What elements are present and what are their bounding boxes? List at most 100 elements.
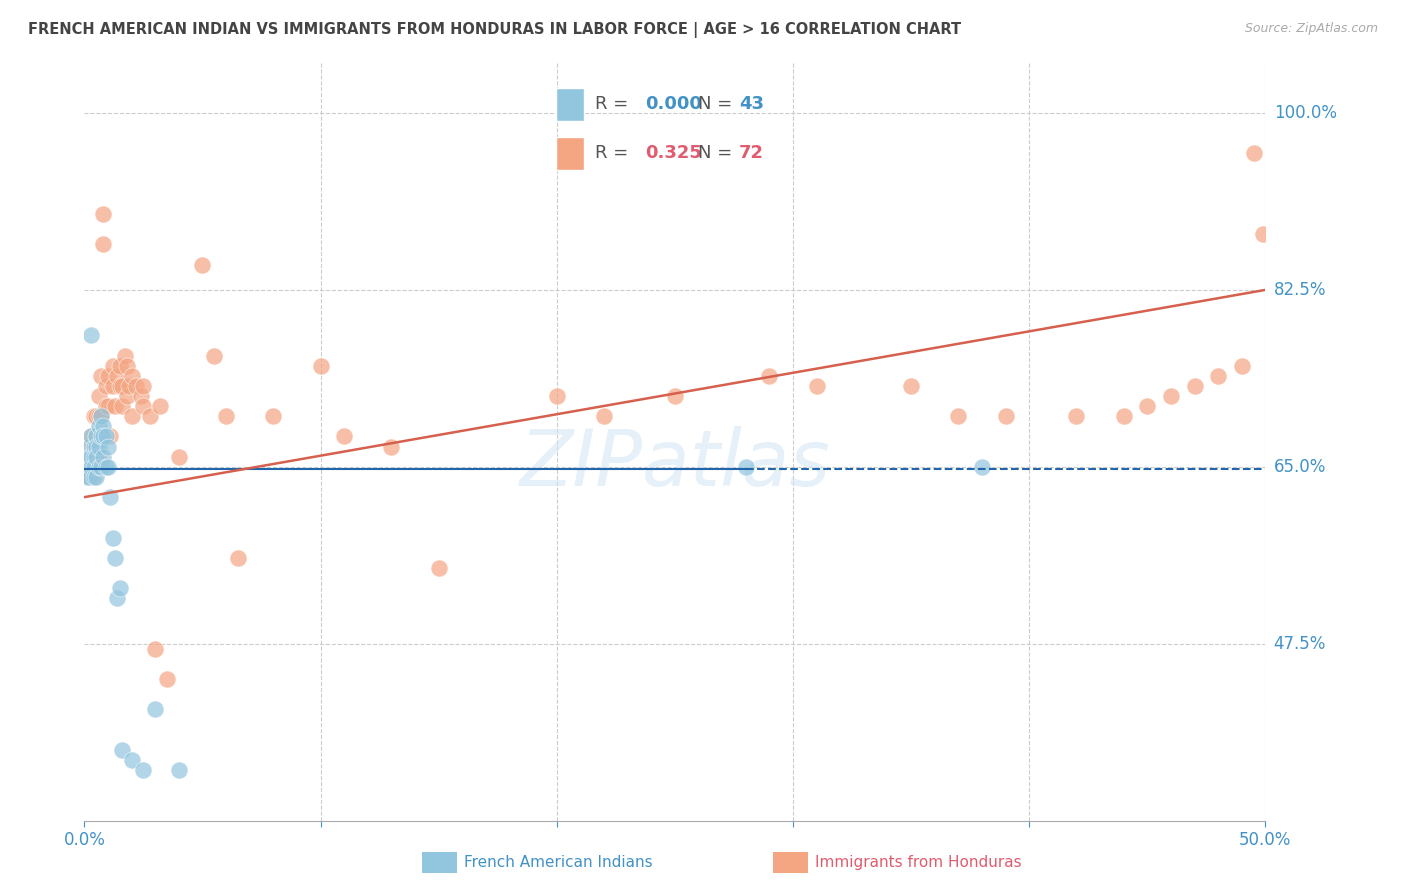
Point [87, 440, 110, 454]
Point [1160, 389, 1182, 403]
Point [121, 368, 143, 383]
Point [121, 753, 143, 767]
Point [94, 459, 117, 474]
Point [114, 349, 136, 363]
Point [101, 379, 124, 393]
Point [91, 429, 114, 443]
Point [90, 409, 112, 424]
Point [900, 379, 922, 393]
Point [167, 763, 190, 777]
Point [149, 399, 172, 413]
Bar [422, 852, 457, 873]
Point [309, 359, 332, 373]
Point [94, 399, 117, 413]
Point [84, 470, 107, 484]
Point [101, 531, 124, 545]
Point [115, 389, 138, 403]
Point [593, 409, 616, 424]
Point [76, 450, 98, 464]
Point [77, 470, 100, 484]
Text: 100.0%: 100.0% [1274, 104, 1337, 122]
Text: 65.0%: 65.0% [1274, 458, 1326, 475]
Point [125, 379, 148, 393]
Point [77, 470, 100, 484]
Point [90, 368, 112, 383]
Point [80, 450, 103, 464]
Point [87, 450, 110, 464]
Point [91, 207, 114, 221]
Point [380, 440, 402, 454]
Point [1243, 146, 1265, 161]
Point [104, 399, 127, 413]
Point [80, 459, 103, 474]
Point [84, 409, 107, 424]
Point [76, 459, 98, 474]
Point [132, 399, 155, 413]
Point [80, 429, 103, 443]
Point [84, 429, 107, 443]
Point [90, 459, 112, 474]
Point [111, 379, 134, 393]
Point [1251, 227, 1274, 242]
Point [94, 379, 117, 393]
Point [129, 389, 152, 403]
Point [84, 450, 107, 464]
Point [427, 561, 450, 575]
Point [87, 409, 110, 424]
Point [202, 349, 225, 363]
Point [76, 459, 98, 474]
Point [91, 237, 114, 252]
Point [948, 409, 970, 424]
Point [97, 459, 120, 474]
Point [87, 389, 110, 403]
Text: 47.5%: 47.5% [1274, 635, 1326, 653]
Point [84, 429, 107, 443]
Point [83, 470, 105, 484]
Point [1066, 409, 1088, 424]
Point [143, 641, 166, 656]
Point [107, 591, 129, 606]
Point [101, 359, 124, 373]
Point [139, 409, 162, 424]
Point [108, 359, 131, 373]
Point [87, 459, 110, 474]
Point [80, 470, 103, 484]
Point [970, 459, 993, 474]
Point [83, 409, 105, 424]
Point [108, 379, 131, 393]
Point [215, 409, 238, 424]
Point [132, 763, 155, 777]
Text: ZIPatlas: ZIPatlas [519, 426, 831, 502]
Point [80, 328, 103, 343]
Point [98, 429, 121, 443]
Point [83, 459, 105, 474]
Point [83, 440, 105, 454]
Point [262, 409, 284, 424]
Point [90, 409, 112, 424]
Point [121, 409, 143, 424]
Point [107, 368, 129, 383]
Text: Source: ZipAtlas.com: Source: ZipAtlas.com [1244, 22, 1378, 36]
Point [546, 389, 568, 403]
Point [98, 490, 121, 504]
Point [91, 419, 114, 434]
Point [226, 550, 249, 565]
Point [994, 409, 1017, 424]
Point [108, 581, 131, 595]
Point [191, 258, 214, 272]
Point [104, 550, 127, 565]
Point [91, 450, 114, 464]
Point [94, 429, 117, 443]
Point [111, 743, 134, 757]
Point [1230, 359, 1253, 373]
Point [115, 359, 138, 373]
Point [758, 368, 780, 383]
Point [77, 440, 100, 454]
Point [734, 459, 756, 474]
Text: French American Indians: French American Indians [464, 855, 652, 870]
Point [143, 702, 166, 716]
Text: FRENCH AMERICAN INDIAN VS IMMIGRANTS FROM HONDURAS IN LABOR FORCE | AGE > 16 COR: FRENCH AMERICAN INDIAN VS IMMIGRANTS FRO… [28, 22, 962, 38]
Point [97, 440, 120, 454]
Point [1184, 379, 1206, 393]
Point [1206, 368, 1229, 383]
